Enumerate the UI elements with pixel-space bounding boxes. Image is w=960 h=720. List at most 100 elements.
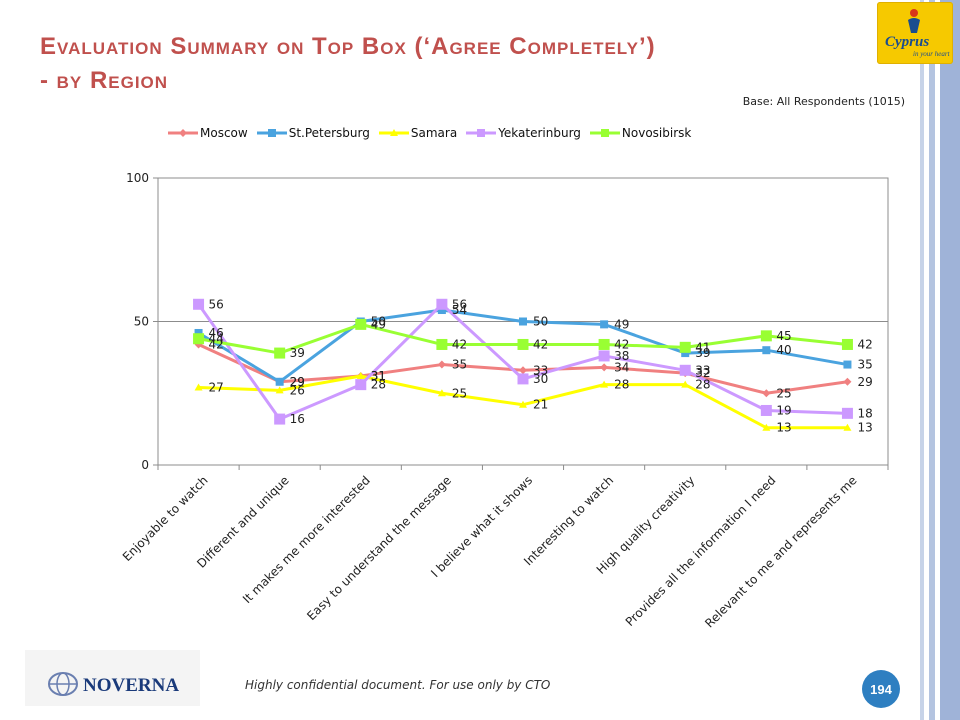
data-point: [679, 341, 691, 353]
cyprus-logo-text: Cyprus: [885, 34, 930, 50]
y-tick-label: 100: [126, 171, 149, 185]
data-label: 39: [695, 346, 710, 360]
data-label: 45: [776, 329, 791, 343]
data-point: [681, 380, 690, 388]
data-label: 40: [776, 343, 791, 357]
data-point: [519, 366, 527, 375]
slide-title: Evaluation Summary on Top Box (‘Agree Co…: [40, 30, 860, 98]
noverna-globe-icon: [25, 650, 200, 706]
data-point: [355, 379, 367, 391]
data-point: [600, 320, 609, 329]
data-label: 13: [776, 421, 791, 435]
x-tick-label: Interesting to watch: [521, 473, 616, 568]
data-point: [275, 377, 284, 386]
data-label: 54: [452, 303, 467, 317]
data-label: 41: [695, 340, 710, 354]
data-label: 44: [209, 332, 224, 346]
data-label: 50: [533, 315, 548, 329]
legend-swatch: [466, 129, 497, 137]
legend-label: Yekaterinburg: [498, 126, 581, 140]
data-label: 46: [209, 326, 224, 340]
legend-item: Samara: [378, 126, 458, 140]
slide-title-line2: - by Region: [40, 67, 169, 94]
data-label: 28: [695, 378, 710, 392]
data-label: 35: [857, 358, 872, 372]
slide-title-line1: Evaluation Summary on Top Box (‘Agree Co…: [40, 33, 656, 60]
data-point: [841, 407, 853, 419]
legend-swatch: [168, 129, 198, 137]
data-label: 42: [209, 337, 224, 351]
cyprus-logo: Cyprus in your heart: [877, 2, 953, 64]
data-point: [843, 377, 852, 386]
noverna-logo-text: NOVERNA: [83, 675, 180, 696]
data-label: 16: [290, 412, 305, 426]
edge-stripe: [940, 0, 960, 720]
data-label: 34: [614, 360, 629, 374]
data-label: 29: [290, 375, 305, 389]
data-label: 42: [533, 337, 548, 351]
noverna-logo: NOVERNA: [25, 650, 200, 706]
data-label: 42: [452, 337, 467, 351]
data-label: 25: [452, 386, 467, 400]
data-label: 32: [695, 366, 710, 380]
data-point: [598, 350, 610, 362]
page-number-badge: 194: [862, 670, 900, 708]
data-label: 18: [857, 406, 872, 420]
y-tick-label: 50: [134, 315, 149, 329]
x-tick-label: Easy to understand the message: [304, 473, 454, 623]
data-label: 28: [614, 378, 629, 392]
data-label: 31: [371, 369, 386, 383]
data-point: [194, 328, 203, 337]
legend-swatch: [256, 129, 287, 137]
base-note: Base: All Respondents (1015): [742, 95, 905, 108]
data-label: 21: [533, 398, 548, 412]
data-point: [274, 413, 286, 425]
legend-label: Novosibirsk: [621, 126, 692, 140]
data-point: [436, 298, 448, 310]
legend-item: Yekaterinburg: [466, 126, 581, 140]
data-label: 13: [857, 421, 872, 435]
data-label: 42: [614, 337, 629, 351]
data-point: [760, 404, 772, 416]
data-label: 56: [452, 297, 467, 311]
data-point: [679, 364, 691, 376]
data-point: [760, 330, 772, 342]
data-point: [517, 338, 529, 350]
data-point: [600, 363, 609, 372]
data-point: [762, 423, 771, 431]
data-point: [517, 373, 529, 385]
data-point: [843, 423, 852, 431]
data-point: [762, 346, 771, 355]
y-tick-label: 0: [141, 458, 149, 472]
data-label: 26: [290, 383, 305, 397]
data-label: 19: [776, 403, 791, 417]
data-point: [600, 380, 609, 388]
data-point: [437, 360, 446, 369]
data-point: [681, 349, 690, 358]
legend-label: Samara: [410, 126, 458, 140]
data-point: [519, 317, 527, 326]
cyprus-figure-icon: [908, 9, 920, 33]
x-tick-label: Different and unique: [194, 473, 292, 571]
data-label: 56: [209, 297, 224, 311]
legend-swatch: [378, 129, 409, 136]
data-point: [194, 383, 203, 391]
data-label: 39: [290, 346, 305, 360]
data-label: 29: [857, 375, 872, 389]
data-label: 27: [209, 381, 224, 395]
data-label: 35: [452, 358, 467, 372]
data-label: 31: [371, 369, 386, 383]
legend-item: St.Petersburg: [256, 126, 370, 140]
data-point: [274, 347, 286, 359]
data-point: [275, 386, 284, 394]
data-point: [193, 333, 205, 345]
legend-item: Novosibirsk: [589, 126, 692, 140]
legend-item: Moscow: [168, 126, 248, 140]
legend-label: St.Petersburg: [288, 126, 370, 140]
data-label: 25: [776, 386, 791, 400]
legend-label: Moscow: [200, 126, 248, 140]
data-point: [356, 372, 365, 380]
legend-swatch: [589, 129, 620, 137]
data-label: 42: [857, 337, 872, 351]
